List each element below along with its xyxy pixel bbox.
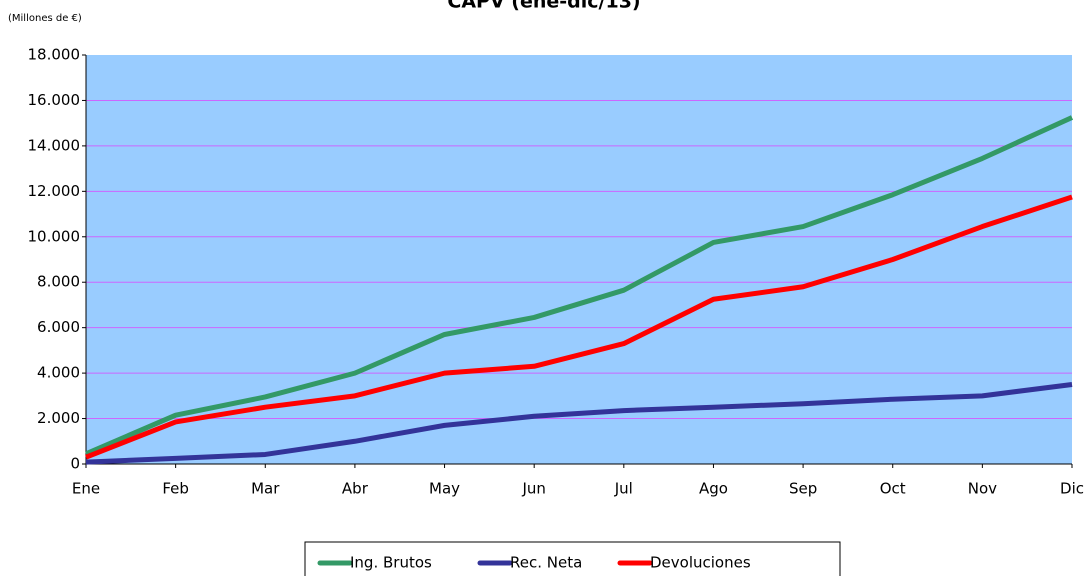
x-tick-label: Abr	[342, 480, 369, 498]
legend-label: Devoluciones	[650, 554, 751, 572]
x-tick-label: Mar	[251, 480, 280, 498]
y-tick-label: 12.000	[28, 182, 81, 200]
y-tick-label: 16.000	[28, 91, 81, 109]
series-line	[85, 115, 1074, 457]
x-tick-label: Jul	[614, 480, 633, 498]
legend-label: Rec. Neta	[510, 554, 582, 572]
legend-label: Ing. Brutos	[350, 554, 432, 572]
x-tick-label: Ene	[72, 480, 100, 498]
x-tick-label: May	[429, 480, 460, 498]
y-tick-label: 2.000	[37, 409, 80, 427]
y-tick-label: 14.000	[28, 136, 81, 154]
x-tick-label: Ago	[699, 480, 728, 498]
x-tick-label: Jun	[521, 480, 545, 498]
legend-box	[304, 541, 841, 576]
x-tick-label: Oct	[880, 480, 906, 498]
y-tick-label: 10.000	[28, 227, 81, 245]
y-tick-label: 8.000	[37, 273, 80, 291]
x-tick-label: Dic	[1060, 480, 1084, 498]
x-tick-label: Sep	[789, 480, 817, 498]
y-axis-label: (Millones de €)	[8, 13, 82, 24]
series-line	[85, 194, 1073, 460]
x-tick-label: Nov	[968, 480, 997, 498]
x-tick-label: Feb	[162, 480, 189, 498]
y-tick-label: 6.000	[37, 318, 80, 336]
y-tick-label: 18.000	[28, 46, 81, 64]
y-tick-label: 0	[70, 455, 80, 473]
plot-area	[86, 55, 1072, 464]
series-line	[85, 381, 1073, 465]
y-tick-label: 4.000	[37, 364, 80, 382]
chart-title: CAPV (ene-dic/13)	[447, 0, 640, 13]
